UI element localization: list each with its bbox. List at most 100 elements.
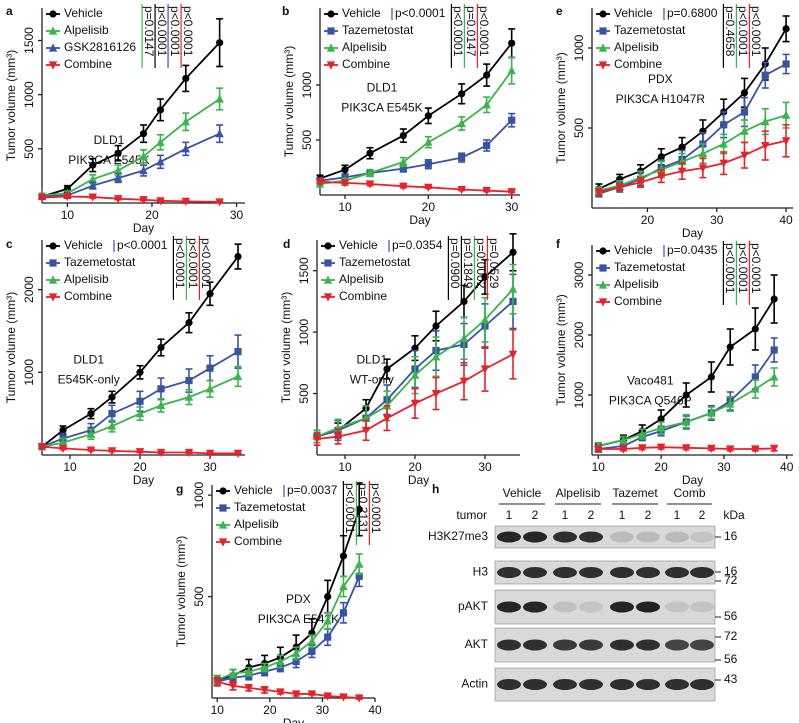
y-tick-label: 1000 (22, 81, 36, 108)
marker (382, 414, 392, 423)
y-tick-label: 500 (192, 586, 206, 606)
marker (206, 290, 214, 298)
marker (598, 280, 608, 289)
marker (769, 444, 779, 453)
marker (234, 348, 242, 356)
marker (698, 149, 708, 158)
legend-label: Vehicle (64, 238, 103, 252)
marker (233, 371, 243, 381)
band (553, 601, 577, 613)
band (636, 531, 660, 543)
x-tick-label: 10 (211, 703, 225, 717)
x-tick-label: 10 (338, 460, 352, 474)
band (690, 567, 714, 578)
legend-label: Alpelisib (342, 40, 387, 54)
marker (424, 183, 433, 192)
marker (292, 657, 300, 666)
row-label: pAKT (458, 599, 489, 613)
annotation: Vaco481 (627, 374, 674, 388)
legend-label: Combine (342, 57, 390, 71)
row-label: H3 (473, 565, 489, 579)
marker (327, 10, 335, 18)
marker (156, 448, 166, 458)
marker (725, 399, 735, 408)
marker (339, 693, 348, 702)
marker (410, 399, 420, 408)
marker (424, 112, 432, 120)
p-value: p<0.0001 (155, 6, 169, 57)
lane-label: 2 (699, 508, 706, 522)
marker (507, 66, 516, 75)
marker (740, 89, 749, 97)
y-axis-label: Tumor volume (mm³) (282, 46, 296, 158)
marker (459, 333, 469, 342)
band (523, 531, 547, 543)
y-tick-label: 2000 (572, 321, 586, 348)
marker (324, 242, 332, 250)
marker (424, 160, 432, 168)
p-value: p=0.6800 (667, 6, 718, 20)
panel-letter: f (556, 237, 561, 251)
panel-letter: g (176, 482, 183, 496)
marker (107, 447, 117, 456)
lane-label: 2 (588, 508, 595, 522)
marker (410, 370, 420, 379)
band (553, 679, 577, 690)
marker (185, 376, 193, 385)
marker (751, 373, 759, 381)
marker (383, 365, 391, 373)
panel-letter: e (556, 4, 563, 18)
marker (139, 165, 148, 175)
p-value: p<0.0001 (369, 483, 383, 534)
series-line (319, 119, 513, 182)
y-axis-label: Tumor volume (mm³) (4, 50, 18, 162)
marker (769, 372, 779, 381)
marker (181, 144, 190, 153)
y-tick-label: 1500 (297, 257, 311, 284)
band (553, 531, 577, 543)
x-axis-label: Day (283, 716, 304, 723)
x-axis-label: Day (133, 473, 154, 487)
marker (365, 168, 375, 177)
p-value: p=0.0900 (448, 238, 462, 289)
legend-label: Tazemetostat (614, 260, 686, 274)
marker (719, 139, 728, 148)
p-value: p=0.0354 (392, 238, 443, 252)
p-value: p<0.0001 (343, 483, 357, 534)
band (610, 639, 634, 651)
x-tick-label: 20 (408, 460, 422, 474)
marker (88, 174, 97, 183)
x-axis-label: Day (133, 221, 154, 235)
p-value: p=0.2131 (356, 483, 370, 534)
size-marker: 16 (724, 529, 738, 543)
marker (185, 319, 193, 327)
marker (139, 196, 148, 205)
y-axis-label: Tumor volume (mm³) (174, 536, 188, 648)
marker (458, 90, 466, 98)
series-line (319, 70, 513, 185)
marker (87, 410, 95, 418)
marker (260, 686, 269, 695)
marker (291, 648, 301, 657)
marker (399, 182, 408, 191)
x-tick-label: 10 (338, 200, 352, 214)
marker (657, 153, 665, 161)
x-tick-label: 20 (422, 200, 436, 214)
unit-label: kDa (723, 508, 745, 522)
p-value: p<0.0001 (117, 238, 168, 252)
x-tick-label: 30 (505, 200, 519, 214)
marker (482, 187, 491, 196)
marker (228, 682, 238, 691)
marker (48, 293, 58, 302)
marker (594, 188, 604, 197)
marker (308, 647, 316, 655)
marker (678, 143, 686, 151)
marker (156, 157, 165, 166)
x-tick-label: 10 (592, 460, 606, 474)
marker (48, 275, 58, 284)
marker (244, 667, 254, 676)
marker (483, 141, 491, 150)
marker (399, 157, 408, 166)
panel-letter: h (432, 482, 439, 496)
legend-label: GSK2816126 (64, 40, 136, 54)
